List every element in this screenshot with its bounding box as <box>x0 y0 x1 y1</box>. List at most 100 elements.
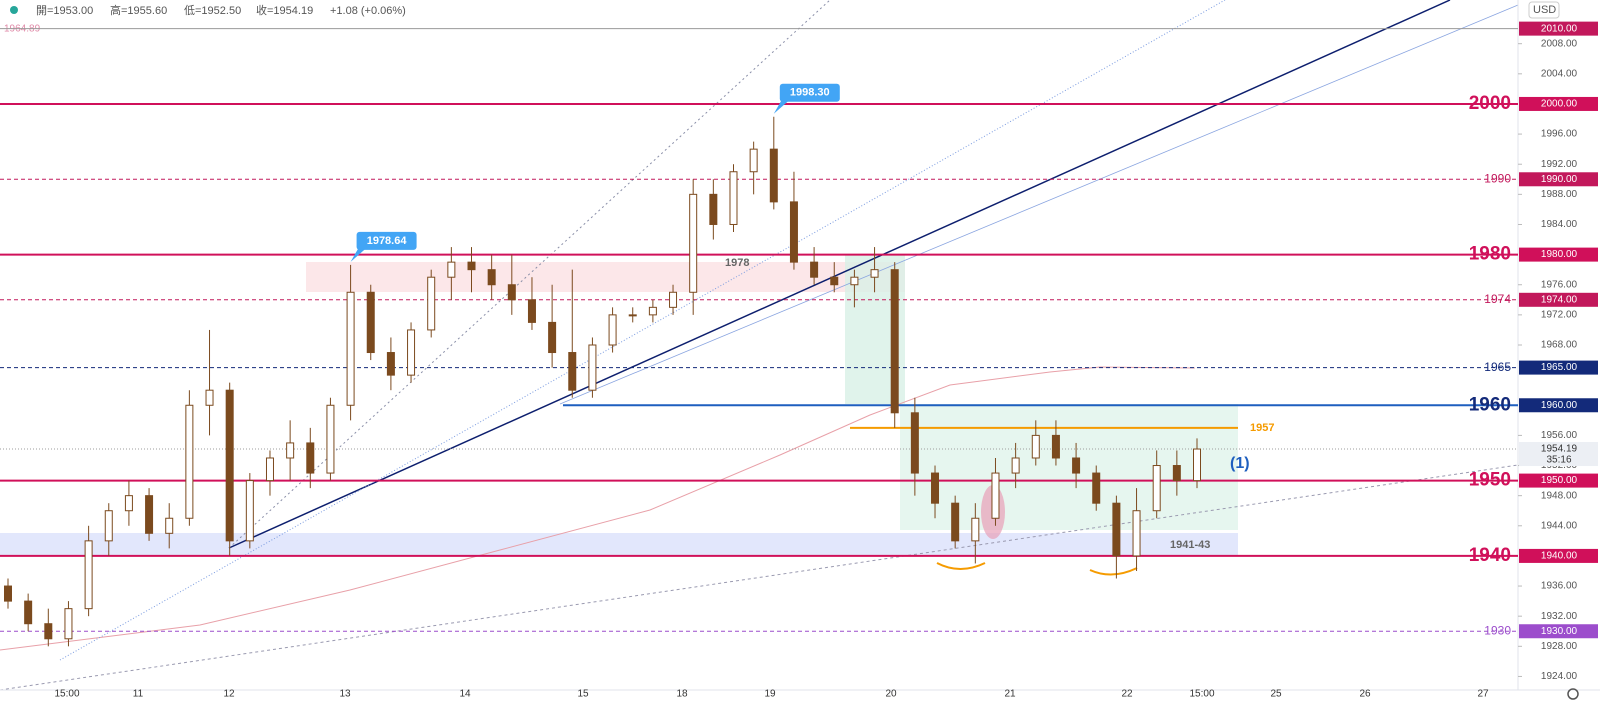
x-tick-label: 15:00 <box>1189 689 1214 700</box>
resistance-label: 1957 <box>1250 422 1274 434</box>
callout-pointer <box>773 99 790 114</box>
candle-body <box>44 623 53 640</box>
note: 1978 <box>725 257 749 269</box>
candle-body <box>366 291 375 354</box>
candle-body <box>971 517 980 542</box>
candle-body <box>245 480 254 542</box>
bottom-arc <box>1089 567 1138 576</box>
header-high: 高=1955.60 <box>110 3 167 17</box>
price-badge <box>1519 292 1598 307</box>
moving-average <box>0 366 1196 651</box>
settings-icon[interactable] <box>1567 688 1579 700</box>
candle-body <box>1072 457 1081 474</box>
price-badge-label: 1990.00 <box>1541 174 1578 185</box>
trend-line <box>0 464 1519 691</box>
candle-body <box>104 510 113 542</box>
candle-body <box>1172 465 1181 482</box>
y-tick-label: 1924.00 <box>1541 671 1578 682</box>
x-tick-label: 11 <box>133 689 144 700</box>
price-badge <box>1519 96 1598 111</box>
y-tick-label: 1928.00 <box>1541 641 1578 652</box>
candle-body <box>205 389 214 406</box>
x-tick-label: 25 <box>1270 689 1282 700</box>
candle-body <box>447 261 456 278</box>
candle-body <box>870 269 879 278</box>
y-tick-label: 1972.00 <box>1541 310 1578 321</box>
y-tick-label: 1976.00 <box>1541 279 1578 290</box>
countdown: 35:16 <box>1546 455 1571 466</box>
ma-label: 1964.89 <box>4 24 41 35</box>
price-badge-label: 2010.00 <box>1541 23 1578 34</box>
callout-pointer <box>350 247 367 262</box>
candle-body <box>527 299 536 323</box>
header-open: 開=1953.00 <box>36 4 93 17</box>
candle-body <box>1011 457 1020 474</box>
level-label: 1990 <box>1484 171 1511 185</box>
y-tick-label: 1988.00 <box>1541 189 1578 200</box>
currency[interactable]: USD <box>1533 4 1556 16</box>
trend-line <box>559 4 1519 405</box>
candle-body <box>1031 434 1040 459</box>
candle-body <box>669 291 678 308</box>
x-tick-label: 13 <box>339 689 351 700</box>
candle-body <box>588 344 597 391</box>
y-tick-label: 1932.00 <box>1541 611 1578 622</box>
last-price-label: 1954.19 <box>1541 444 1578 455</box>
candle-body <box>286 442 295 459</box>
level-label: 1930 <box>1484 623 1511 637</box>
x-tick-label: 18 <box>676 689 688 700</box>
level-label: 1974 <box>1484 292 1511 306</box>
callout-box <box>779 83 840 102</box>
y-tick-label: 1956.00 <box>1541 430 1578 441</box>
candle-body <box>850 276 859 286</box>
candle-body <box>1112 502 1121 557</box>
header-change: +1.08 (+0.06%) <box>330 5 406 17</box>
callout-label: 1998.30 <box>790 87 830 99</box>
level-label: 2000 <box>1469 93 1511 114</box>
candle-body <box>225 389 234 542</box>
y-tick-label: 1948.00 <box>1541 490 1578 501</box>
candle-body <box>306 442 315 474</box>
candle-body <box>24 600 33 625</box>
y-tick-label: 1936.00 <box>1541 581 1578 592</box>
candle-body <box>124 495 133 512</box>
candle-body <box>4 585 12 602</box>
candle-body <box>507 284 516 301</box>
price-badge-label: 1940.00 <box>1541 551 1578 562</box>
candle-body <box>145 495 154 534</box>
candle-body <box>769 148 778 203</box>
price-badge <box>1519 21 1598 36</box>
candle-body <box>689 193 698 293</box>
x-tick-label: 20 <box>885 689 897 700</box>
candle-body <box>165 517 174 534</box>
support-zone <box>0 533 1238 556</box>
x-tick-label: 22 <box>1121 689 1133 700</box>
price-badge-label: 2000.00 <box>1541 99 1578 110</box>
candle-body <box>467 261 476 271</box>
header-close: 收=1954.19 <box>256 3 313 17</box>
candle-body <box>830 276 839 286</box>
x-tick-label: 19 <box>764 689 776 700</box>
status-dot <box>10 6 18 14</box>
price-badge <box>1519 398 1598 413</box>
x-tick-label: 27 <box>1477 689 1489 700</box>
price-badge <box>1519 172 1598 187</box>
x-tick-label: 15:00 <box>54 689 79 700</box>
candle-body <box>608 314 617 346</box>
candle-body <box>64 608 73 640</box>
price-badge <box>1519 247 1598 262</box>
y-tick-label: 1984.00 <box>1541 219 1578 230</box>
y-tick-label: 1944.00 <box>1541 520 1578 531</box>
level-label: 1940 <box>1469 545 1511 566</box>
x-tick-label: 26 <box>1359 689 1371 700</box>
candle-body <box>407 329 416 376</box>
candle-body <box>487 269 496 286</box>
level-label: 1980 <box>1469 244 1511 265</box>
price-badge-label: 1965.00 <box>1541 362 1578 373</box>
currency-button[interactable] <box>1528 1 1560 19</box>
note: 1941-43 <box>1170 539 1210 551</box>
x-tick-label: 15 <box>577 689 589 700</box>
level-label: 1965 <box>1484 360 1511 374</box>
